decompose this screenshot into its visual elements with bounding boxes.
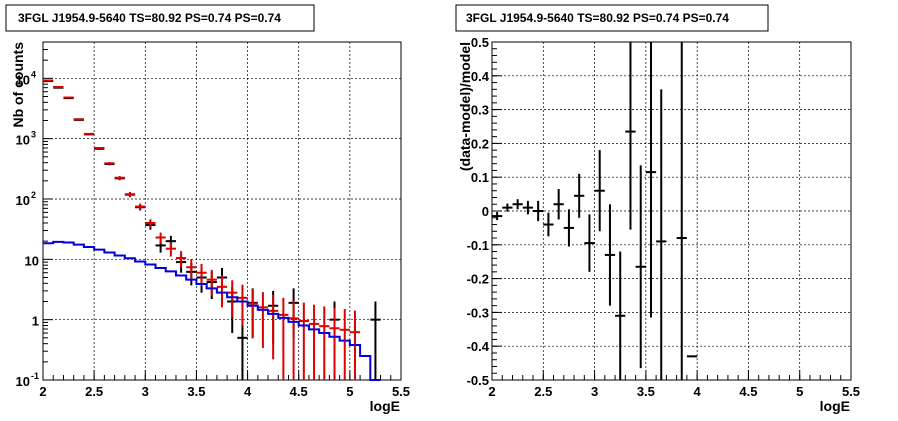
x-tick-label: 2 <box>39 384 46 399</box>
x-tick-label: 5.5 <box>842 384 860 399</box>
right-axis-ticks: 2 2.5 3 3.5 4 4.5 5 5.5 -0.5 -0.4 -0.3 -0.2 -0.1 0 0.1… <box>467 35 860 399</box>
y-tick-exponent: 2 <box>31 190 36 200</box>
y-tick-label: 0.2 <box>471 136 489 151</box>
y-tick-label: 10 <box>16 133 30 148</box>
x-tick-label: 5 <box>346 384 353 399</box>
x-tick-label: 2.5 <box>534 384 552 399</box>
y-tick-exponent: 3 <box>31 130 36 140</box>
y-tick-label: 0 <box>482 204 489 219</box>
y-tick-label: -0.5 <box>467 373 489 388</box>
left-data-marks <box>43 79 381 381</box>
x-tick-label: 3.5 <box>637 384 655 399</box>
left-y-axis-label: Nb of counts <box>10 42 26 128</box>
y-tick-exponent: -1 <box>31 371 39 381</box>
right-panel: 3FGL J1954.9-5640 TS=80.92 PS=0.74 PS=0.… <box>455 4 860 414</box>
left-title-box <box>5 4 315 32</box>
y-tick-label: 10 <box>16 193 30 208</box>
y-tick-label: -0.4 <box>467 339 490 354</box>
right-x-axis-label: logE <box>820 398 850 414</box>
y-tick-label: 10 <box>16 374 30 389</box>
y-tick-exponent: 4 <box>31 69 36 79</box>
right-data-marks <box>492 42 698 380</box>
y-tick-label: 0.1 <box>471 170 489 185</box>
y-tick-label: 0.3 <box>471 103 489 118</box>
x-tick-label: 3.5 <box>187 384 205 399</box>
x-tick-label: 4 <box>694 384 702 399</box>
y-tick-label: 0.5 <box>471 35 489 50</box>
y-tick-label: -0.3 <box>467 305 489 320</box>
right-title: 3FGL J1954.9-5640 TS=80.92 PS=0.74 PS=0.… <box>466 11 729 25</box>
left-plot-frame <box>42 41 402 381</box>
left-title: 3FGL J1954.9-5640 TS=80.92 PS=0.74 PS=0.… <box>18 11 281 25</box>
left-x-axis-label: logE <box>370 398 400 414</box>
y-tick-label: -0.1 <box>467 238 489 253</box>
y-tick-label: 10 <box>25 253 39 268</box>
x-tick-label: 4.5 <box>739 384 757 399</box>
x-tick-label: 2 <box>488 384 495 399</box>
y-tick-label: 1 <box>32 314 39 329</box>
y-tick-label: 0.4 <box>471 69 490 84</box>
x-tick-label: 2.5 <box>85 384 103 399</box>
x-tick-label: 4.5 <box>290 384 308 399</box>
model-step-line <box>43 240 381 381</box>
x-tick-label: 3 <box>591 384 598 399</box>
y-tick-label: -0.2 <box>467 272 489 287</box>
x-tick-label: 4 <box>244 384 252 399</box>
right-title-box <box>455 4 769 32</box>
right-grid <box>492 42 851 380</box>
y-tick-label: 10 <box>16 72 30 87</box>
right-y-axis-label: (data-model)/model <box>457 42 473 171</box>
x-tick-label: 3 <box>142 384 149 399</box>
left-grid <box>43 42 401 380</box>
x-tick-label: 5.5 <box>392 384 410 399</box>
left-panel: 3FGL J1954.9-5640 TS=80.92 PS=0.74 PS=0.… <box>5 4 410 414</box>
x-tick-label: 5 <box>796 384 803 399</box>
